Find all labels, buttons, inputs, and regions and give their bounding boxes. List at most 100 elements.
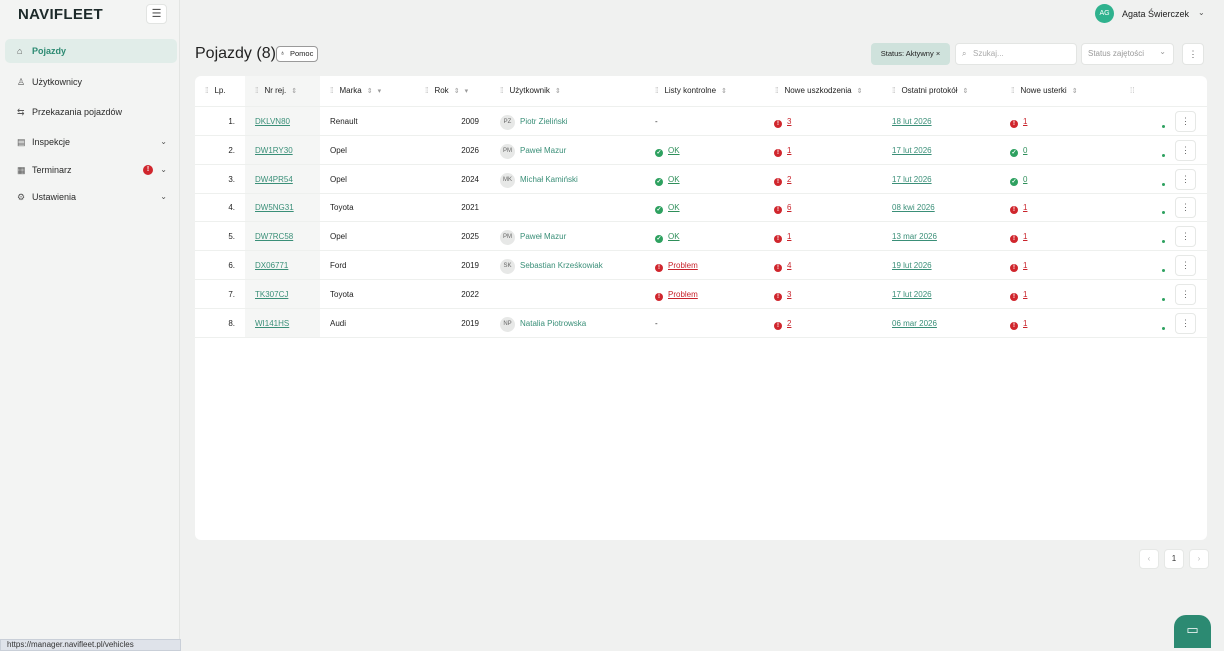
table-cell: MK Michał Kamiński — [500, 165, 650, 194]
checklist-status[interactable]: OK — [668, 145, 680, 155]
column-header[interactable]: ⁞⁞ Ostatni protokół ⇕ — [892, 76, 1011, 106]
table-cell: NP Natalia Piotrowska — [500, 309, 650, 338]
damages-count[interactable]: 4 — [787, 261, 792, 270]
checklist-status[interactable]: OK — [668, 203, 680, 213]
faults-count[interactable]: 1 — [1023, 232, 1028, 242]
protocol-date[interactable]: 17 lut 2026 — [892, 174, 932, 184]
protocol-date[interactable]: 18 lut 2026 — [892, 117, 932, 126]
nav-item[interactable]: ⇆ Przekazania pojazdów — [5, 100, 177, 124]
user-name[interactable]: Agata Świerczek — [1122, 9, 1190, 19]
logo[interactable]: NAVIFLEET — [18, 6, 103, 23]
column-header[interactable]: ⁞⁞ Lp. — [205, 76, 280, 106]
menu-toggle[interactable]: ☰ — [146, 4, 167, 24]
user-name[interactable]: Sebastian Krześkowiak — [520, 261, 603, 270]
plate-link[interactable]: DW1RY30 — [255, 145, 293, 155]
user-name[interactable]: Natalia Piotrowska — [520, 318, 587, 328]
table-cell: SK Sebastian Krześkowiak — [500, 251, 650, 280]
plate-link[interactable]: DW4PR54 — [255, 174, 293, 184]
user-name[interactable]: Paweł Mazur — [520, 145, 567, 155]
more-button[interactable]: ⋮ — [1182, 43, 1204, 65]
user-name[interactable]: Michał Kamiński — [520, 174, 578, 184]
status-filter-chip[interactable]: Status: Aktywny × — [871, 43, 950, 65]
page-number[interactable]: 1 — [1164, 549, 1184, 569]
damages-count[interactable]: 1 — [787, 232, 792, 242]
user-name[interactable]: Piotr Zieliński — [520, 117, 568, 126]
user-avatar[interactable]: AG — [1095, 4, 1114, 23]
row-actions[interactable]: ⋮ — [1175, 139, 1196, 161]
status-dot — [1162, 153, 1165, 157]
column-title: Ostatni protokół — [901, 86, 958, 95]
faults-count[interactable]: 1 — [1023, 261, 1028, 270]
table-cell: PZ Piotr Zieliński — [500, 107, 650, 136]
row-actions[interactable]: ⋮ — [1175, 255, 1196, 276]
status-select[interactable]: Status zajętości — [1081, 42, 1174, 65]
column-header[interactable]: ⁞⁞ Nowe uszkodzenia ⇕ — [775, 76, 892, 106]
row-actions[interactable]: ⋮ — [1175, 312, 1196, 334]
help-button[interactable]: Pomoc — [276, 46, 319, 62]
sort-icon: ⇕ — [453, 88, 460, 95]
chat-button[interactable]: ▭ — [1174, 615, 1211, 648]
column-header[interactable]: ⁞⁞ Nowe usterki ⇕ — [1011, 76, 1131, 106]
faults-count[interactable]: 1 — [1023, 117, 1028, 126]
protocol-date[interactable]: 13 mar 2026 — [892, 232, 937, 242]
prev-page[interactable]: ‹ — [1139, 549, 1159, 569]
plate-link[interactable]: DW7RC58 — [255, 232, 294, 242]
damages-count[interactable]: 3 — [787, 117, 792, 126]
row-actions[interactable]: ⋮ — [1175, 226, 1196, 248]
nav-item[interactable]: ♙ Użytkownicy — [5, 70, 177, 94]
user-avatar: PM — [500, 230, 515, 246]
year: 2025 — [461, 232, 479, 242]
table-cell: Opel — [330, 222, 420, 251]
checklist-status[interactable]: OK — [668, 174, 680, 184]
checklist-status[interactable]: Problem — [668, 289, 698, 299]
make: Opel — [330, 232, 347, 242]
user-name[interactable]: Paweł Mazur — [520, 232, 567, 242]
faults-count[interactable]: 1 — [1023, 289, 1028, 299]
faults-count[interactable]: 1 — [1023, 318, 1028, 328]
faults-count[interactable]: 0 — [1023, 145, 1028, 155]
faults-count[interactable]: 1 — [1023, 203, 1028, 213]
column-header[interactable]: ⁞⁞ Nr rej. ⇕ — [255, 76, 330, 106]
protocol-date[interactable]: 19 lut 2026 — [892, 261, 932, 270]
column-header[interactable]: ⁞⁞ Rok ⇕ ▾ — [425, 76, 500, 106]
table-cell: DX06771 — [255, 251, 325, 280]
column-header[interactable]: ⁞⁞ Użytkownik ⇕ — [500, 76, 655, 106]
plate-link[interactable]: DX06771 — [255, 261, 289, 270]
drag-handle: ⁞⁞ — [255, 86, 259, 95]
damages-count[interactable]: 2 — [787, 318, 792, 328]
damages-count[interactable]: 6 — [787, 203, 792, 213]
user-avatar: PZ — [500, 115, 515, 130]
plate-link[interactable]: DKLVN80 — [255, 117, 290, 126]
row-actions[interactable]: ⋮ — [1175, 283, 1196, 305]
nav-item[interactable]: ⚙ Ustawienia ⌄ — [5, 185, 177, 209]
search-input[interactable]: Szukaj... — [955, 43, 1077, 65]
table-cell: ! 3 — [774, 107, 884, 136]
row-actions[interactable]: ⋮ — [1175, 197, 1196, 219]
plate-link[interactable]: TK307CJ — [255, 289, 289, 299]
column-header[interactable]: ⁞⁞ Marka ⇕ ▾ — [330, 76, 425, 106]
nav-item[interactable]: ▤ Inspekcje ⌄ — [5, 130, 177, 154]
damages-count[interactable]: 2 — [787, 174, 792, 184]
checklist-status[interactable]: Problem — [668, 261, 698, 270]
plate-link[interactable]: DW5NG31 — [255, 203, 294, 213]
nav-item[interactable]: ▦ Terminarz! ⌄ — [5, 158, 177, 182]
plate-link[interactable]: WI141HS — [255, 318, 290, 328]
user-menu-chevron[interactable]: ⌄ — [1198, 8, 1205, 17]
next-page[interactable]: › — [1189, 549, 1209, 569]
user-avatar: SK — [500, 259, 515, 274]
checklist-status[interactable]: OK — [668, 232, 680, 242]
protocol-date[interactable]: 08 kwi 2026 — [892, 203, 935, 213]
faults-count[interactable]: 0 — [1023, 174, 1028, 184]
nav-item[interactable]: ⌂ Pojazdy — [5, 39, 177, 63]
damages-count[interactable]: 3 — [787, 289, 792, 299]
row-actions[interactable]: ⋮ — [1175, 111, 1196, 132]
row-actions[interactable]: ⋮ — [1175, 168, 1196, 190]
column-header[interactable]: ⁞⁞ Listy kontrolne ⇕ — [655, 76, 775, 106]
protocol-date[interactable]: 17 lut 2026 — [892, 145, 932, 155]
damages-count[interactable]: 1 — [787, 145, 792, 155]
table-cell: DW5NG31 — [255, 193, 325, 222]
nav-label: Przekazania pojazdów — [32, 107, 123, 117]
drag-handle: ⁞⁞ — [500, 86, 504, 95]
protocol-date[interactable]: 06 mar 2026 — [892, 318, 937, 328]
protocol-date[interactable]: 17 lut 2026 — [892, 289, 932, 299]
